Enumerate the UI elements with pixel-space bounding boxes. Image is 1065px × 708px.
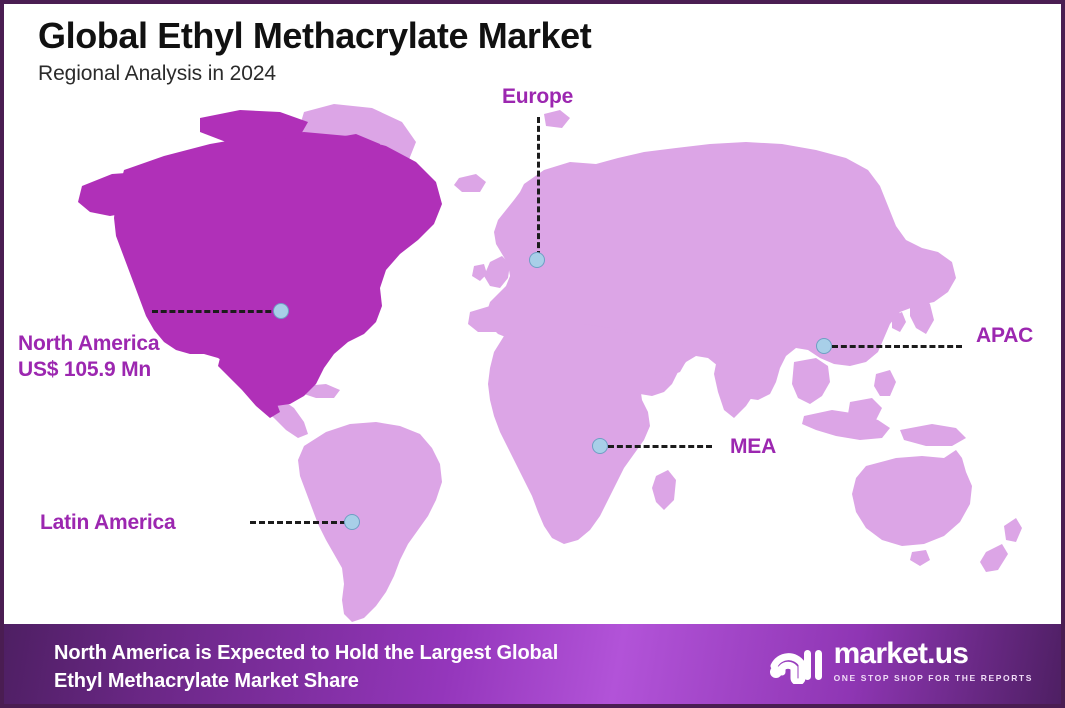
- leader-line-north-america: [152, 310, 280, 313]
- south-america-shape: [298, 422, 442, 622]
- indochina-shape: [792, 358, 830, 404]
- leader-line-latin-america: [250, 521, 346, 524]
- map-dot-mea[interactable]: [592, 438, 608, 454]
- japan-shape: [910, 294, 934, 334]
- page-title: Global Ethyl Methacrylate Market: [38, 15, 592, 56]
- tasmania-shape: [910, 550, 930, 566]
- region-label-europe: Europe: [502, 85, 574, 108]
- region-value-north-america: US$ 105.9 Mn: [18, 357, 151, 381]
- region-label-north-america: North America US$ 105.9 Mn: [18, 331, 160, 382]
- baffin-island-shape: [318, 134, 380, 172]
- region-label-mea: MEA: [730, 435, 777, 458]
- map-dot-europe[interactable]: [529, 252, 545, 268]
- market-us-logo-icon: [769, 650, 822, 684]
- north-america-shape: [114, 132, 442, 406]
- iberia-shape: [468, 306, 506, 332]
- borneo-shape: [848, 398, 882, 422]
- region-label-north-america-name: North America: [18, 332, 160, 355]
- footer-headline: North America is Expected to Hold the La…: [54, 640, 558, 695]
- annotation-layer: Europe North America US$ 105.9 Mn APAC M…: [4, 4, 1061, 626]
- ireland-shape: [472, 264, 487, 281]
- region-label-apac: APAC: [976, 324, 1034, 347]
- footer-banner: North America is Expected to Hold the La…: [4, 624, 1061, 704]
- map-dot-latin-america[interactable]: [344, 514, 360, 530]
- new-zealand-shape: [1004, 518, 1022, 542]
- mexico-shape: [218, 358, 280, 418]
- footer-headline-line2: Ethyl Methacrylate Market Share: [54, 669, 359, 692]
- world-map: [4, 66, 1061, 626]
- footer-headline-line1: North America is Expected to Hold the La…: [54, 642, 559, 664]
- brand-tagline: ONE STOP SHOP FOR THE REPORTS: [833, 673, 1033, 683]
- map-base-landmasses: [262, 104, 1022, 622]
- map-dot-north-america[interactable]: [273, 303, 289, 319]
- map-dot-apac[interactable]: [816, 338, 832, 354]
- world-map-svg: [78, 104, 1022, 622]
- caribbean-shape: [304, 384, 340, 398]
- korea-shape: [892, 312, 906, 332]
- canadian-arctic-shape: [200, 110, 308, 142]
- new-guinea-shape: [900, 424, 966, 446]
- brand-logo[interactable]: market.us ONE STOP SHOP FOR THE REPORTS: [768, 638, 1033, 684]
- africa-shape: [488, 324, 650, 544]
- leader-line-europe: [537, 117, 540, 257]
- svalbard-shape: [544, 110, 570, 128]
- leader-line-apac: [832, 345, 962, 348]
- brand-name: market.us: [833, 637, 969, 670]
- new-zealand-south-shape: [980, 544, 1008, 572]
- india-shape: [714, 350, 766, 418]
- map-highlight-north-america: [78, 110, 442, 418]
- british-isles-shape: [484, 256, 510, 288]
- header-block: Global Ethyl Methacrylate Market Regiona…: [38, 15, 592, 86]
- madagascar-shape: [652, 470, 676, 510]
- arabia-shape: [640, 338, 688, 378]
- leader-line-mea: [608, 445, 712, 448]
- australia-shape: [852, 450, 972, 546]
- philippines-shape: [874, 370, 896, 396]
- region-label-latin-america: Latin America: [40, 511, 176, 534]
- brand-wordmark: market.us ONE STOP SHOP FOR THE REPORTS: [833, 637, 1033, 684]
- iceland-shape: [454, 174, 486, 192]
- page-subtitle: Regional Analysis in 2024: [38, 62, 276, 86]
